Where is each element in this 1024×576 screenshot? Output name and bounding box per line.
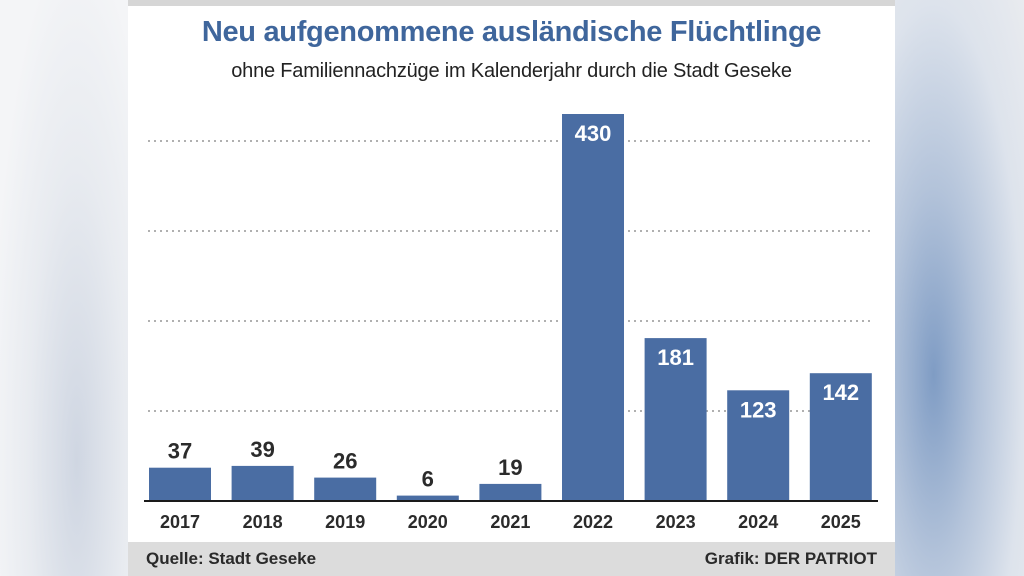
footer: Quelle: Stadt Geseke Grafik: DER PATRIOT <box>128 542 895 576</box>
bar-2021 <box>479 483 542 501</box>
value-label: 39 <box>250 437 274 462</box>
x-tick-label: 2018 <box>243 512 283 532</box>
background-right <box>895 0 1024 576</box>
value-label: 142 <box>822 380 859 405</box>
value-label: 6 <box>422 467 434 492</box>
x-tick-label: 2024 <box>738 512 778 532</box>
bar-2019 <box>314 477 377 501</box>
chart-subtitle: ohne Familiennachzüge im Kalenderjahr du… <box>231 60 792 82</box>
value-label: 123 <box>740 397 777 422</box>
gridlines <box>148 140 870 412</box>
value-label: 26 <box>333 449 357 474</box>
value-label: 430 <box>575 121 612 146</box>
credit-note: Grafik: DER PATRIOT <box>704 549 877 568</box>
background-left <box>0 0 128 576</box>
value-label: 37 <box>168 439 192 464</box>
bar-2025 <box>809 373 872 501</box>
bar-2017 <box>149 467 211 501</box>
top-strip <box>128 0 895 6</box>
value-label: 19 <box>498 455 522 480</box>
bar-2020 <box>396 495 459 501</box>
x-tick-label: 2023 <box>656 512 696 532</box>
x-tick-label: 2019 <box>325 512 365 532</box>
x-tick-labels: 2017 2018 2019 2020 2021 2022 2023 2024 2025 <box>160 512 861 532</box>
value-label: 181 <box>657 345 694 370</box>
bar-2023 <box>644 338 707 501</box>
bars <box>149 114 872 501</box>
chart-title: Neu aufgenommene ausländische Flüchtling… <box>201 16 822 48</box>
bar-2024 <box>727 390 790 501</box>
source-note: Quelle: Stadt Geseke <box>146 549 317 568</box>
x-tick-label: 2017 <box>160 512 200 532</box>
x-tick-label: 2025 <box>821 512 861 532</box>
value-labels: 37 39 26 6 19 430 181 123 142 <box>168 121 859 492</box>
x-tick-label: 2021 <box>490 512 530 532</box>
bar-2018 <box>231 465 294 501</box>
chart-card: Neu aufgenommene ausländische Flüchtling… <box>128 0 895 576</box>
x-tick-label: 2020 <box>408 512 448 532</box>
x-tick-label: 2022 <box>573 512 613 532</box>
bar-2022 <box>562 114 624 501</box>
